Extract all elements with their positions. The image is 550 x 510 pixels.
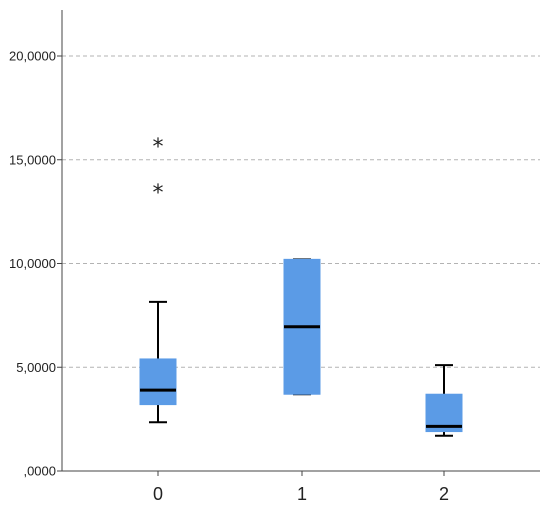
outlier-marker: *	[153, 135, 164, 160]
y-tick-label: 15,0000	[9, 152, 56, 167]
y-tick-labels: ,0000 5,0000 10,0000 15,0000 20,0000	[9, 49, 62, 479]
y-tick-label: 5,0000	[16, 360, 56, 375]
box-group-0: **	[139, 135, 177, 424]
y-tick-label: 20,0000	[9, 49, 56, 64]
outlier-marker: *	[153, 181, 164, 206]
box-group-1	[283, 258, 321, 396]
x-tick-label: 0	[153, 484, 163, 504]
axes	[61, 10, 540, 472]
box-group-2	[425, 364, 463, 437]
boxes: **	[139, 135, 463, 437]
y-tick-label: ,0000	[23, 464, 56, 479]
y-tick-label: 10,0000	[9, 256, 56, 271]
x-tick-label: 2	[439, 484, 449, 504]
box-iqr	[139, 358, 177, 406]
x-tick-labels: 0 1 2	[153, 471, 449, 504]
x-tick-label: 1	[297, 484, 307, 504]
